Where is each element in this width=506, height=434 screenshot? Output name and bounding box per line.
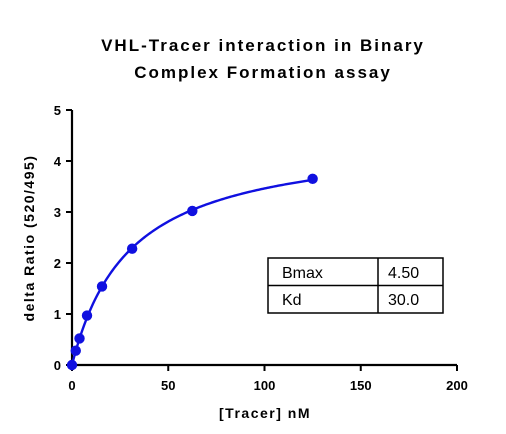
x-tick-label: 0 <box>68 378 75 393</box>
data-point <box>126 243 138 254</box>
x-tick-label: 100 <box>254 378 276 393</box>
data-point <box>66 359 78 371</box>
bmax-name-cell: Bmax <box>282 265 323 282</box>
data-point <box>70 345 81 356</box>
y-tick-label: 1 <box>54 307 61 322</box>
x-axis-ticks: 0 50 100 150 200 <box>68 365 468 393</box>
y-tick-label: 2 <box>54 256 61 271</box>
data-point <box>307 173 318 185</box>
x-tick-label: 50 <box>161 378 175 393</box>
data-point <box>74 333 85 344</box>
x-axis-label: [Tracer] nM <box>219 405 311 421</box>
kd-name-cell: Kd <box>282 292 302 309</box>
chart-title-line-2: Complex Formation assay <box>134 63 392 82</box>
y-tick-label: 0 <box>54 358 61 373</box>
y-tick-label: 3 <box>54 205 61 220</box>
y-tick-label: 4 <box>54 154 62 169</box>
y-axis-label: delta Ratio (520/495) <box>21 155 37 322</box>
data-point <box>96 281 108 292</box>
y-tick-label: 5 <box>54 103 61 118</box>
data-point <box>81 310 93 321</box>
parameters-table: Bmax 4.50 Kd 30.0 <box>267 257 444 314</box>
data-point <box>187 205 198 217</box>
data-points <box>66 173 318 371</box>
x-tick-label: 200 <box>446 378 468 393</box>
kd-value-cell: 30.0 <box>388 292 419 309</box>
bmax-value-cell: 4.50 <box>388 265 419 282</box>
y-axis-ticks: 0 1 2 3 4 5 <box>54 103 72 373</box>
chart-title-line-1: VHL-Tracer interaction in Binary <box>101 36 425 55</box>
x-tick-label: 150 <box>350 378 372 393</box>
